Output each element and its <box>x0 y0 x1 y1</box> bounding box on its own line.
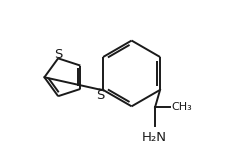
Text: H₂N: H₂N <box>141 131 166 144</box>
Text: S: S <box>54 49 62 62</box>
Text: S: S <box>96 89 104 102</box>
Text: CH₃: CH₃ <box>170 102 191 112</box>
